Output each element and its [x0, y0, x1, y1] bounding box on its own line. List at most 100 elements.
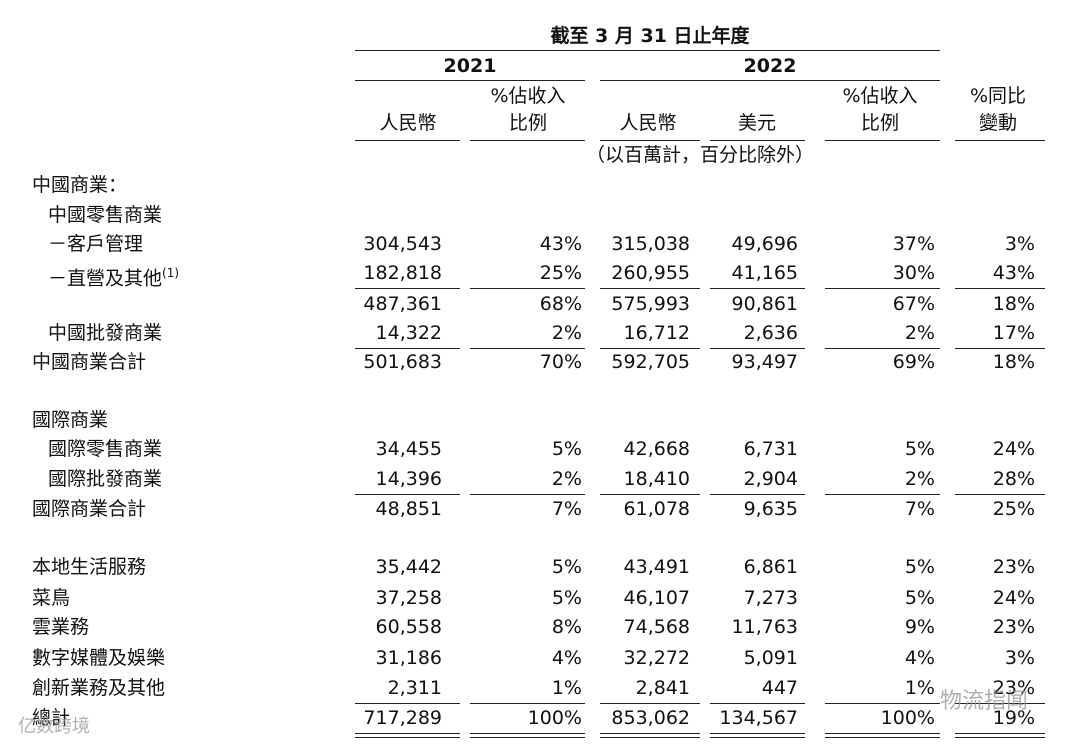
- cell-value: 134,567: [719, 707, 798, 729]
- rule: [355, 140, 460, 141]
- cell-value: 42,668: [623, 438, 690, 460]
- cell-value: 24%: [992, 438, 1035, 460]
- cell-value: 35,442: [375, 556, 442, 578]
- rule: [355, 494, 460, 495]
- cell-value: 6,861: [743, 556, 798, 578]
- cell-value: 487,361: [363, 293, 442, 315]
- rule: [825, 140, 940, 141]
- cell-value: 3%: [1004, 647, 1035, 669]
- rule: [825, 703, 940, 704]
- rule: [600, 80, 940, 81]
- rule: [600, 703, 700, 704]
- column-header: 人民幣: [379, 112, 437, 134]
- rule: [955, 733, 1045, 734]
- rule: [825, 494, 940, 495]
- cell-value: 43,491: [623, 556, 690, 578]
- unit-note: （以百萬計，百分比除外）: [585, 144, 814, 166]
- cell-value: 11,763: [731, 616, 798, 638]
- rule: [355, 80, 585, 81]
- rule: [710, 494, 805, 495]
- watermark: 物流指闻: [940, 689, 1029, 714]
- rule: [955, 737, 1045, 738]
- footnote-ref: (1): [162, 266, 180, 280]
- cell-value: 14,322: [375, 322, 442, 344]
- year-header: 2021: [443, 55, 497, 77]
- row-label: 創新業務及其他: [32, 677, 166, 699]
- row-label: －直營及其他(1): [48, 266, 180, 290]
- cell-value: 100%: [527, 707, 582, 729]
- cell-value: 60,558: [375, 616, 442, 638]
- column-header: %同比: [969, 85, 1027, 107]
- cell-value: 7%: [551, 498, 582, 520]
- rule: [955, 703, 1045, 704]
- rule: [600, 140, 700, 141]
- cell-value: 61,078: [623, 498, 690, 520]
- cell-value: 260,955: [611, 262, 690, 284]
- rule: [825, 733, 940, 734]
- cell-value: 48,851: [375, 498, 442, 520]
- cell-value: 9,635: [743, 498, 798, 520]
- rule: [470, 737, 585, 738]
- column-header: 比例: [860, 112, 899, 134]
- row-label: 中國零售商業: [48, 204, 163, 226]
- cell-value: 501,683: [363, 351, 442, 373]
- cell-value: 14,396: [375, 468, 442, 490]
- cell-value: 7,273: [743, 587, 798, 609]
- cell-value: 70%: [539, 351, 582, 373]
- cell-value: 5%: [551, 556, 582, 578]
- cell-value: 69%: [892, 351, 935, 373]
- column-header: 人民幣: [619, 112, 677, 134]
- cell-value: 6,731: [743, 438, 798, 460]
- column-header: 比例: [508, 112, 547, 134]
- cell-value: 90,861: [731, 293, 798, 315]
- rule: [355, 733, 460, 734]
- rule: [825, 288, 940, 289]
- year-header: 2022: [743, 55, 797, 77]
- cell-value: 43%: [539, 233, 582, 255]
- column-header: %佔收入: [842, 85, 918, 107]
- cell-value: 18%: [992, 351, 1035, 373]
- cell-value: 67%: [892, 293, 935, 315]
- row-label: 本地生活服務: [32, 556, 147, 578]
- rule: [470, 140, 585, 141]
- cell-value: 49,696: [731, 233, 798, 255]
- row-label: －客戶管理: [48, 233, 144, 255]
- rule: [825, 348, 940, 349]
- rule: [355, 703, 460, 704]
- cell-value: 3%: [1004, 233, 1035, 255]
- cell-value: 93,497: [731, 351, 798, 373]
- cell-value: 2%: [904, 322, 935, 344]
- cell-value: 592,705: [611, 351, 690, 373]
- rule: [600, 737, 700, 738]
- cell-value: 5%: [904, 556, 935, 578]
- cell-value: 9%: [904, 616, 935, 638]
- rule: [600, 348, 700, 349]
- cell-value: 5%: [904, 438, 935, 460]
- cell-value: 182,818: [363, 262, 442, 284]
- rule: [710, 733, 805, 734]
- cell-value: 2%: [551, 322, 582, 344]
- rule: [355, 288, 460, 289]
- cell-value: 2,311: [387, 677, 442, 699]
- rule: [600, 288, 700, 289]
- cell-value: 24%: [992, 587, 1035, 609]
- period-title: 截至 3 月 31 日止年度: [550, 25, 750, 47]
- rule: [600, 733, 700, 734]
- cell-value: 23%: [992, 616, 1035, 638]
- cell-value: 575,993: [611, 293, 690, 315]
- cell-value: 41,165: [731, 262, 798, 284]
- cell-value: 30%: [892, 262, 935, 284]
- cell-value: 34,455: [375, 438, 442, 460]
- cell-value: 25%: [992, 498, 1035, 520]
- cell-value: 315,038: [611, 233, 690, 255]
- rule: [355, 348, 460, 349]
- cell-value: 5%: [551, 438, 582, 460]
- cell-value: 100%: [880, 707, 935, 729]
- cell-value: 5%: [551, 587, 582, 609]
- row-label: 雲業務: [32, 616, 90, 638]
- rule: [470, 733, 585, 734]
- column-header: 變動: [978, 112, 1017, 134]
- rule: [955, 494, 1045, 495]
- cell-value: 1%: [551, 677, 582, 699]
- cell-value: 43%: [992, 262, 1035, 284]
